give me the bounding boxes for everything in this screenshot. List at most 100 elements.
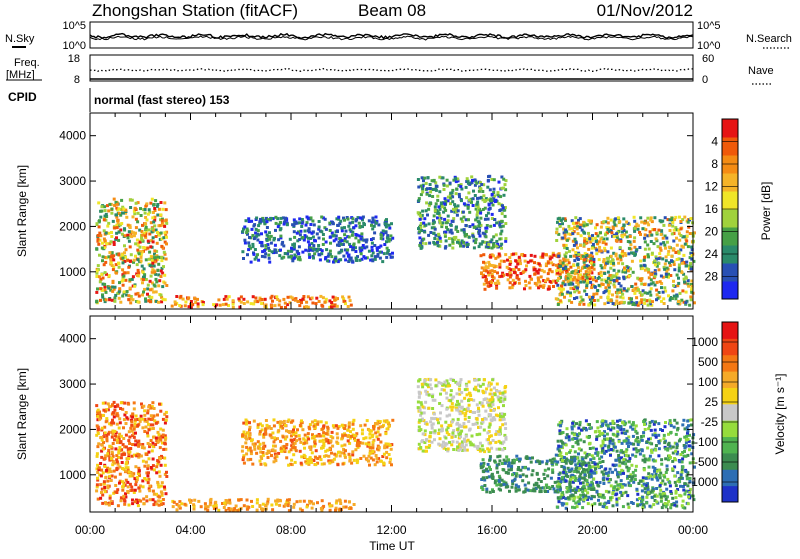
heatmap-cell xyxy=(241,230,244,233)
heatmap-cell xyxy=(309,223,312,226)
heatmap-cell xyxy=(314,419,317,422)
heatmap-cell xyxy=(349,245,352,248)
heatmap-cell xyxy=(95,275,98,278)
heatmap-cell xyxy=(108,274,111,277)
heatmap-cell xyxy=(656,281,659,284)
heatmap-cell xyxy=(421,187,424,190)
heatmap-cell xyxy=(573,226,576,229)
heatmap-cell xyxy=(264,244,267,247)
heatmap-cell xyxy=(524,466,527,469)
heatmap-cell xyxy=(446,431,449,434)
heatmap-cell xyxy=(418,378,421,381)
heatmap-cell xyxy=(245,419,248,422)
heatmap-cell xyxy=(577,232,580,235)
heatmap-cell xyxy=(284,504,287,507)
heatmap-cell xyxy=(573,297,576,300)
heatmap-cell xyxy=(110,261,113,264)
heatmap-cell xyxy=(371,434,374,437)
heatmap-cell xyxy=(105,232,108,235)
heatmap-cell xyxy=(148,208,151,211)
heatmap-cell xyxy=(592,278,595,281)
heatmap-cell xyxy=(610,255,613,258)
heatmap-cell xyxy=(122,261,125,264)
heatmap-cell xyxy=(275,295,278,298)
heatmap-cell xyxy=(383,243,386,246)
heatmap-cell xyxy=(267,254,270,257)
heatmap-cell xyxy=(446,415,449,418)
heatmap-cell xyxy=(673,268,676,271)
heatmap-cell xyxy=(465,435,468,438)
heatmap-cell xyxy=(260,463,263,466)
heatmap-cell xyxy=(594,286,597,289)
heatmap-cell xyxy=(494,282,497,285)
heatmap-cell xyxy=(329,242,332,245)
heatmap-cell xyxy=(592,243,595,246)
heatmap-cell xyxy=(552,254,555,257)
heatmap-cell xyxy=(97,409,100,412)
heatmap-cell xyxy=(499,484,502,487)
heatmap-cell xyxy=(301,236,304,239)
heatmap-cell xyxy=(613,235,616,238)
heatmap-cell xyxy=(434,378,437,381)
heatmap-cell xyxy=(351,234,354,237)
heatmap-cell xyxy=(537,272,540,275)
heatmap-cell xyxy=(575,241,578,244)
heatmap-cell xyxy=(113,300,116,303)
heatmap-cell xyxy=(129,301,132,304)
heatmap-cell xyxy=(665,471,668,474)
heatmap-cell xyxy=(598,246,601,249)
heatmap-cell xyxy=(489,468,492,471)
nsearch-tick-top: 10^5 xyxy=(697,20,721,32)
heatmap-cell xyxy=(450,224,453,227)
heatmap-cell xyxy=(134,489,137,492)
heatmap-cell xyxy=(105,417,108,420)
heatmap-cell xyxy=(423,379,426,382)
heatmap-cell xyxy=(136,239,139,242)
heatmap-cell xyxy=(153,468,156,471)
heatmap-cell xyxy=(643,298,646,301)
heatmap-cell xyxy=(681,262,684,265)
heatmap-cell xyxy=(389,234,392,237)
heatmap-cell xyxy=(459,185,462,188)
heatmap-cell xyxy=(447,215,450,218)
heatmap-cell xyxy=(629,235,632,238)
heatmap-cell xyxy=(140,259,143,262)
heatmap-cell xyxy=(110,212,113,215)
heatmap-cell xyxy=(422,450,425,453)
heatmap-cell xyxy=(637,288,640,291)
heatmap-cell xyxy=(294,446,297,449)
heatmap-cell xyxy=(502,415,505,418)
heatmap-cell xyxy=(431,407,434,410)
heatmap-cell xyxy=(502,404,505,407)
heatmap-cell xyxy=(603,272,606,275)
heatmap-cell xyxy=(219,304,222,307)
heatmap-cell xyxy=(541,269,544,272)
heatmap-cell xyxy=(678,269,681,272)
heatmap-cell xyxy=(633,220,636,223)
heatmap-cell xyxy=(147,240,150,243)
heatmap-cell xyxy=(671,460,674,463)
heatmap-cell xyxy=(172,505,175,508)
heatmap-cell xyxy=(497,395,500,398)
heatmap-cell xyxy=(524,280,527,283)
heatmap-cell xyxy=(188,499,191,502)
heatmap-cell xyxy=(596,289,599,292)
heatmap-cell xyxy=(270,427,273,430)
colorbar-segment xyxy=(722,137,738,156)
heatmap-cell xyxy=(479,426,482,429)
heatmap-cell xyxy=(161,285,164,288)
heatmap-cell xyxy=(365,238,368,241)
heatmap-cell xyxy=(247,506,250,509)
heatmap-cell xyxy=(579,244,582,247)
heatmap-cell xyxy=(111,451,114,454)
heatmap-cell xyxy=(336,230,339,233)
heatmap-cell xyxy=(569,287,572,290)
heatmap-cell xyxy=(630,251,633,254)
heatmap-cell xyxy=(523,254,526,257)
heatmap-cell xyxy=(329,504,332,507)
heatmap-cell xyxy=(351,221,354,224)
heatmap-cell xyxy=(485,387,488,390)
heatmap-cell xyxy=(514,259,517,262)
heatmap-cell xyxy=(142,485,145,488)
heatmap-cell xyxy=(591,247,594,250)
